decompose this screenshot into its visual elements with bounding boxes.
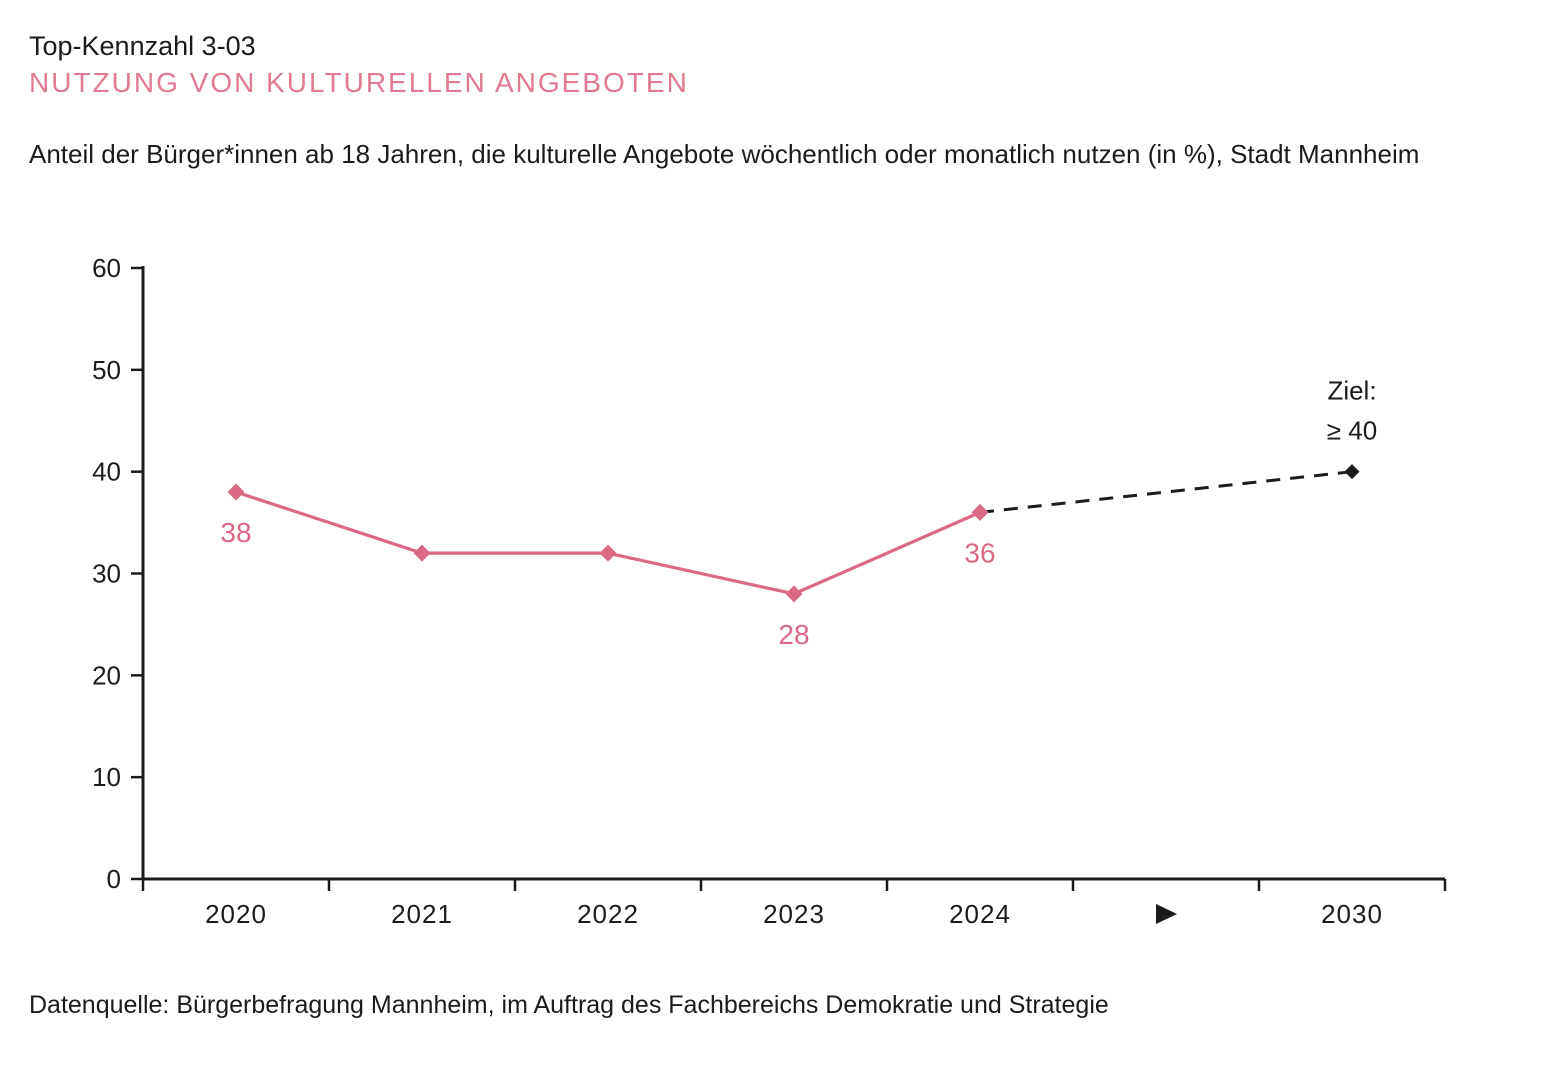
data-point-marker <box>599 544 617 562</box>
target-point-marker <box>1344 464 1360 480</box>
target-annotation: ≥ 40 <box>1327 416 1377 446</box>
x-tick-label: 2030 <box>1321 899 1383 929</box>
x-tick-label: 2024 <box>949 899 1011 929</box>
y-tick-label: 20 <box>92 660 121 690</box>
y-tick-label: 30 <box>92 559 121 589</box>
data-point-marker <box>785 585 803 603</box>
data-point-marker <box>971 503 989 521</box>
chart-description: Anteil der Bürger*innen ab 18 Jahren, di… <box>29 139 1420 169</box>
y-tick-label: 50 <box>92 355 121 385</box>
forecast-arrow-icon <box>1156 904 1177 924</box>
data-point-marker <box>413 544 431 562</box>
x-tick-label: 2023 <box>763 899 825 929</box>
kennzahl-label: Top-Kennzahl 3-03 <box>29 31 256 61</box>
x-tick-label: 2022 <box>577 899 639 929</box>
datasource-note: Datenquelle: Bürgerbefragung Mannheim, i… <box>29 991 1109 1019</box>
y-tick-label: 10 <box>92 762 121 792</box>
y-tick-label: 60 <box>92 253 121 283</box>
x-tick-label: 2021 <box>391 899 453 929</box>
data-series-line <box>235 490 981 596</box>
data-point-marker <box>227 483 245 501</box>
page-title: NUTZUNG VON KULTURELLEN ANGEBOTEN <box>29 67 689 98</box>
value-label: 38 <box>220 517 251 548</box>
target-series-line <box>979 470 1353 514</box>
target-annotation: Ziel: <box>1327 376 1376 406</box>
y-tick-label: 40 <box>92 457 121 487</box>
x-tick-label: 2020 <box>205 899 267 929</box>
value-label: 28 <box>778 619 809 650</box>
y-tick-label: 0 <box>107 864 121 894</box>
value-label: 36 <box>964 537 995 568</box>
